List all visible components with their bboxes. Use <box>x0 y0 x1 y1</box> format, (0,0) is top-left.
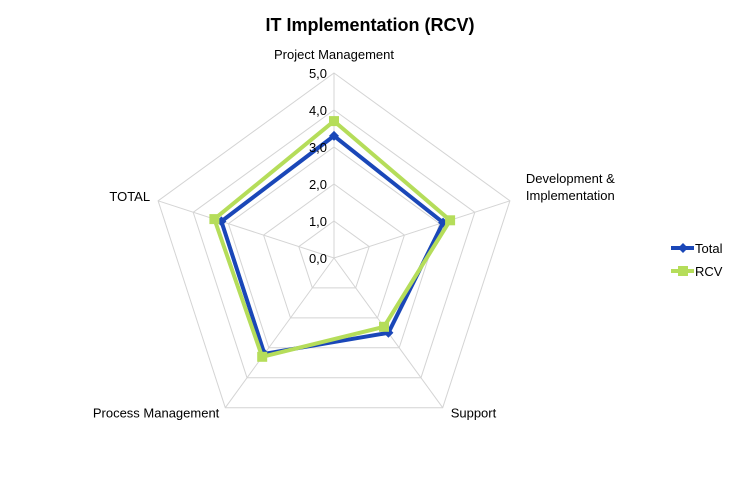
legend-item-total: Total <box>671 241 723 256</box>
grid-ring <box>227 146 441 349</box>
tick-label: 2,0 <box>309 177 327 192</box>
data-point <box>257 351 268 362</box>
data-point <box>329 116 339 127</box>
category-labels: Project Management Development & Implement… <box>93 47 615 421</box>
grid-ring <box>263 183 405 319</box>
category-label: Process Management <box>93 406 220 421</box>
series-line <box>212 119 453 359</box>
series-layer <box>209 116 456 362</box>
legend-label: RCV <box>695 264 723 279</box>
tick-labels: 0,0 1,0 2,0 3,0 4,0 5,0 <box>309 66 327 266</box>
data-point <box>329 130 339 141</box>
data-point <box>379 321 389 332</box>
grid-ring <box>298 220 370 289</box>
tick-label: 1,0 <box>309 214 327 229</box>
category-label: TOTAL <box>109 189 150 204</box>
series-rcv <box>209 116 456 362</box>
grid-spoke <box>333 200 511 259</box>
grid-ring <box>192 109 476 379</box>
grid-spoke <box>224 257 335 408</box>
category-label: Support <box>451 406 497 421</box>
tick-label: 4,0 <box>309 103 327 118</box>
category-label: Development & Implementation <box>526 171 615 203</box>
chart-title: IT Implementation (RCV) <box>265 15 474 35</box>
grid-spoke <box>157 200 335 259</box>
grid-ring <box>157 72 511 409</box>
legend: Total RCV <box>671 241 723 279</box>
legend-marker <box>678 266 688 276</box>
series-line <box>219 133 446 356</box>
tick-label: 3,0 <box>309 140 327 155</box>
legend-label: Total <box>695 241 723 256</box>
data-point <box>209 214 220 225</box>
radar-grid <box>157 72 511 409</box>
tick-label: 5,0 <box>309 66 327 81</box>
legend-marker <box>678 243 688 253</box>
tick-label: 0,0 <box>309 251 327 266</box>
category-label: Project Management <box>274 47 394 62</box>
data-point <box>445 215 456 226</box>
legend-item-rcv: RCV <box>671 264 723 279</box>
